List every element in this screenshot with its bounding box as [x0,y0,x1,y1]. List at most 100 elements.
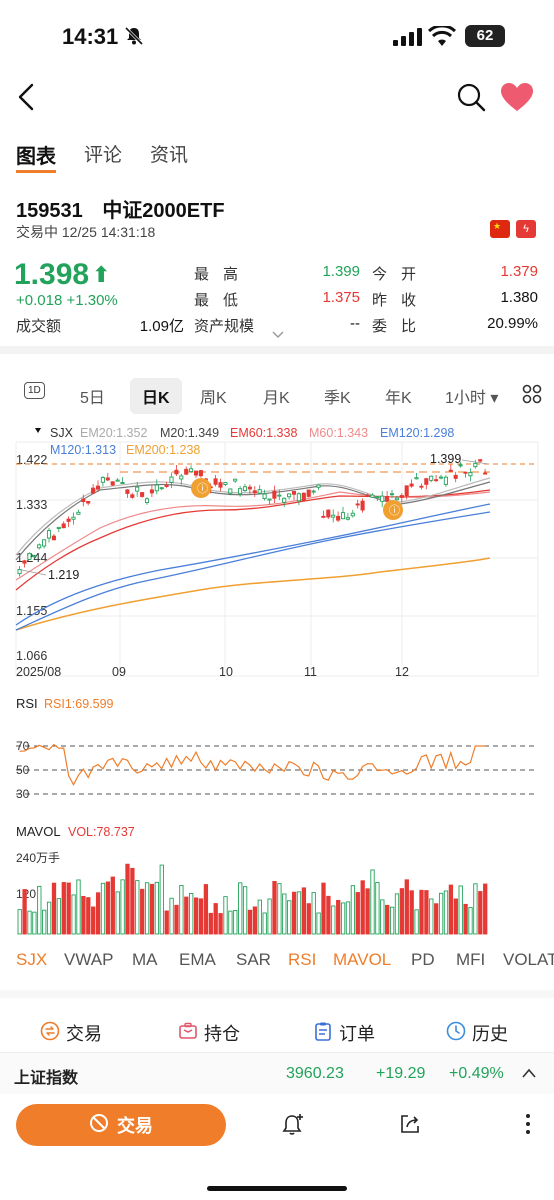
action-trade[interactable]: 交易 [40,1020,102,1046]
indicator-mfi[interactable]: MFI [456,950,486,969]
indicator-volat[interactable]: VOLAT [503,950,554,969]
china-flag-icon: ★ [490,220,510,238]
action-positions[interactable]: 持仓 [178,1020,240,1046]
layout-grid-icon[interactable] [522,384,542,409]
tab-news[interactable]: 资讯 [150,145,189,166]
more-vertical-icon[interactable] [524,1112,532,1141]
index-ticker-bar[interactable]: 上证指数 3960.23 +19.29 +0.49% [0,1052,554,1094]
candle-body [71,516,76,520]
volume-bar [154,881,160,935]
indicator-ma[interactable]: MA [132,950,158,969]
candle-body [448,469,453,472]
y-tick: 1.155 [16,604,47,618]
candle-body [238,488,243,495]
tab-comments[interactable]: 评论 [84,145,123,166]
trade-status: 交易中 12/25 14:31:18 [16,224,156,240]
volume-bar [296,891,302,935]
indicator-pd[interactable]: PD [411,950,435,969]
candle-body [389,493,395,496]
indicator-ema[interactable]: EMA [179,950,216,969]
price-change: +0.018 +1.30% [16,292,118,309]
legend-collapse-icon [35,428,41,433]
volume-bar [179,885,184,935]
y-tick: 1.422 [16,453,47,467]
favorite-heart-icon[interactable] [500,82,534,117]
candle-body [61,523,66,529]
indicator-vwap[interactable]: VWAP [64,950,114,969]
high-price-label: 1.399 [430,452,461,466]
index-pct: +0.49% [449,1065,504,1082]
indicator-sar[interactable]: SAR [236,950,271,969]
legend-em20: EM20:1.352 [80,426,147,440]
candle-body [473,462,478,468]
volume-bar [51,882,57,935]
mavol-value: VOL:78.737 [68,825,135,839]
candle-body [468,472,473,477]
candle-body [458,464,463,467]
candle-body [394,497,399,501]
period-weekly-k[interactable]: 周K [200,390,227,407]
indicator-mavol[interactable]: MAVOL [333,950,392,969]
volume-bar [380,899,385,935]
kline-chart[interactable]: SJX EM20:1.352 M20:1.349 EM60:1.338 M60:… [0,420,554,940]
candle-body [277,494,282,497]
volume-bar [27,910,32,935]
volume-bar [252,906,258,935]
signal-icon [393,28,423,51]
legend-em120: EM120:1.298 [380,426,454,440]
action-history[interactable]: 历史 [446,1020,508,1046]
quote-prev-close-label: 昨收 [372,292,431,309]
m120-line [15,503,491,626]
candle-body [189,468,194,473]
volume-bar [76,879,81,935]
candle-body [375,496,380,499]
volume-bar [311,892,316,935]
period-monthly-k[interactable]: 月K [263,390,290,407]
volume-bar [301,887,307,935]
status-time: 14:31 [62,24,119,49]
share-icon[interactable] [398,1112,422,1141]
indicator-rsi[interactable]: RSI [288,950,317,969]
candle-body [218,482,223,488]
search-icon[interactable] [456,82,486,117]
action-positions-label: 持仓 [204,1024,240,1044]
volume-bar [130,867,135,935]
volume-bar [164,910,169,935]
volume-bar [233,909,238,935]
period-yearly-k[interactable]: 年K [385,390,412,407]
volume-bar [242,886,248,935]
volume-bar [434,903,439,935]
volume-bar [350,885,356,935]
rsi-levels [16,745,538,795]
period-intraday-dropdown[interactable]: 1小时 ▾ [445,390,499,407]
candle-body [282,497,287,503]
back-icon[interactable] [12,80,42,114]
quote-low-value: 1.375 [322,289,360,306]
candle-body [37,544,42,549]
event-marker-icon [191,478,211,498]
period-daily-k[interactable]: 日K [130,378,182,414]
indicator-sjx[interactable]: SJX [16,950,48,969]
tab-chart[interactable]: 图表 [16,140,56,173]
period-5d[interactable]: 5日 [80,390,105,407]
volume-bar [463,903,468,935]
chevron-up-icon[interactable] [522,1065,536,1083]
candle-body [424,478,429,485]
candle-body [110,481,115,486]
em120-line [15,511,491,631]
volume-bar [184,896,189,935]
x-tick: 09 [112,665,126,679]
period-quarterly-k[interactable]: 季K [324,390,351,407]
candle-body [311,490,316,493]
volume-bar [203,884,209,935]
volume-bar [81,895,86,935]
clock-icon [446,1021,466,1046]
alert-bell-add-icon[interactable] [280,1112,306,1143]
expand-chevron-icon[interactable] [272,330,284,342]
trade-button[interactable]: 交易 [16,1104,226,1146]
quote-open-value: 1.379 [500,263,538,280]
action-orders[interactable]: 订单 [313,1020,375,1046]
candle-body [257,489,262,494]
volume-bar [389,906,395,935]
period-1d-icon[interactable]: 1D [24,382,45,399]
